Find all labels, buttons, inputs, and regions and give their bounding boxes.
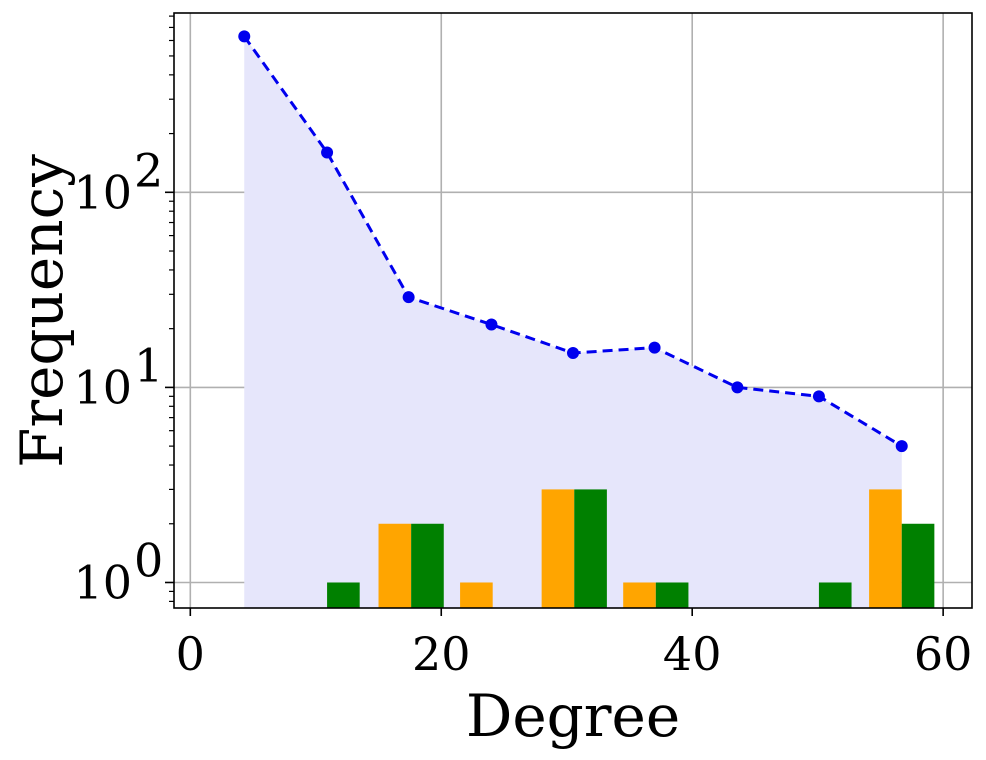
series-point [567,347,579,360]
area-fill-layer [244,36,902,609]
series-point [238,30,251,43]
orange-bar [623,582,656,608]
bar-layer [327,489,935,608]
y-tick-exponent: 1 [134,338,163,392]
area-fill [244,36,902,609]
series-point [402,291,415,304]
x-tick-label: 20 [412,627,471,681]
x-tick-label: 0 [176,627,205,681]
plot-frame [173,12,973,609]
series-point [485,318,498,331]
series-point [812,390,825,403]
y-axis-label: Frequency [8,154,76,468]
series-point [731,381,744,394]
line-layer [238,30,908,453]
y-tick-exponent: 0 [134,533,163,587]
y-tick-exponent: 2 [134,143,163,197]
x-axis-label: Degree [466,682,680,750]
green-bar [655,582,689,608]
x-tick-label: 40 [663,627,722,681]
green-bar [574,489,607,608]
orange-bar [460,582,493,608]
green-bar [901,523,935,608]
x-tick-label: 60 [914,627,973,681]
orange-bar [378,523,412,608]
green-bar [818,582,852,608]
green-bar [327,582,360,608]
orange-bar [869,489,902,608]
y-tick-label: 10 [73,165,132,219]
series-point [321,146,334,159]
y-tick-label: 10 [73,360,132,414]
green-bar [411,523,444,608]
series-point [895,440,908,453]
orange-bar [541,489,575,608]
y-tick-label: 10 [73,555,132,609]
series-point [648,341,661,354]
